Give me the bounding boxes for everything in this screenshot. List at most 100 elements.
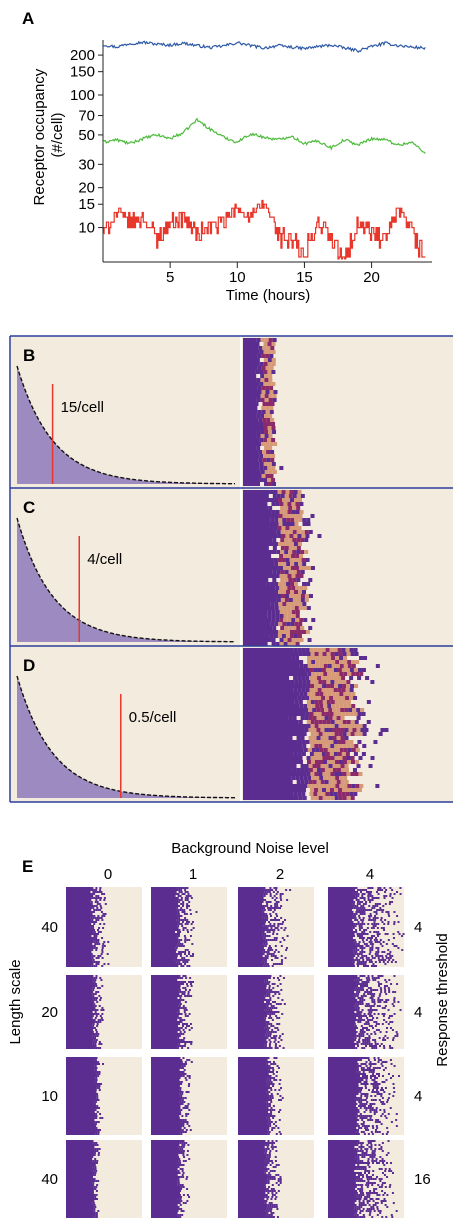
cell [389, 1059, 392, 1061]
cell [389, 951, 392, 953]
cell [350, 652, 355, 656]
activated-cells [243, 772, 307, 776]
cell [269, 1164, 272, 1166]
cell [311, 664, 316, 668]
cell [359, 1113, 362, 1115]
cell [362, 1208, 365, 1210]
cell [320, 708, 325, 712]
cell [313, 792, 318, 796]
cell [192, 953, 195, 955]
cell [375, 1021, 378, 1023]
activated-cells [238, 1029, 268, 1031]
cell [327, 672, 332, 676]
cell [367, 981, 370, 983]
activated-cells [66, 1103, 96, 1105]
cell [283, 929, 286, 931]
cell [278, 993, 281, 995]
cell [367, 987, 370, 989]
cell [264, 933, 267, 935]
activated-cells [238, 1196, 266, 1198]
cell [190, 995, 193, 997]
cell [268, 378, 273, 382]
activated-cells [328, 897, 356, 899]
cell [95, 887, 98, 889]
cell [288, 578, 293, 582]
cell [379, 943, 382, 945]
cell [101, 919, 104, 921]
cell [195, 911, 198, 913]
cell [367, 1172, 370, 1174]
activated-cells [238, 897, 264, 899]
cell [257, 366, 262, 370]
cell [361, 1210, 364, 1212]
cell [355, 748, 360, 752]
cell [191, 943, 194, 945]
cell [262, 402, 267, 406]
cell [330, 720, 335, 724]
cell [178, 989, 181, 991]
cell [181, 1093, 184, 1095]
cell [177, 943, 180, 945]
cell [368, 1025, 371, 1027]
cell [97, 957, 100, 959]
cell [261, 354, 266, 358]
cell [269, 1190, 272, 1192]
cell [182, 1164, 185, 1166]
cell [93, 897, 96, 899]
cell [362, 933, 365, 935]
cell [282, 522, 287, 526]
cell [375, 1129, 378, 1131]
cell [268, 1214, 271, 1216]
cell [268, 891, 271, 893]
cell [184, 919, 187, 921]
cell [310, 756, 315, 760]
cell [94, 1144, 97, 1146]
activated-cells [66, 1119, 95, 1121]
cell [362, 1041, 365, 1043]
cell [92, 917, 95, 919]
cell [291, 502, 296, 506]
activated-cells [66, 899, 92, 901]
cell [335, 692, 340, 696]
cell-pattern [243, 648, 389, 800]
cell [180, 1164, 183, 1166]
cell [183, 1142, 186, 1144]
activated-cells [243, 502, 268, 506]
cell [270, 402, 275, 406]
cell [389, 1162, 392, 1164]
cell [361, 955, 364, 957]
cell [362, 941, 365, 943]
activated-cells [243, 510, 272, 514]
cell [360, 925, 363, 927]
cell [366, 1005, 369, 1007]
cell [95, 1142, 98, 1144]
cell [359, 1212, 362, 1214]
activated-cells [151, 937, 177, 939]
activated-cells [243, 462, 260, 466]
cell [372, 1017, 375, 1019]
cell [265, 1158, 268, 1160]
cell [355, 660, 360, 664]
panel-a-ylabel-line1: Receptor occupancy [31, 68, 48, 205]
cell [359, 1198, 362, 1200]
cell [368, 961, 371, 963]
cell [262, 450, 267, 454]
cell [274, 606, 279, 610]
cell [343, 692, 348, 696]
cell [184, 1073, 187, 1075]
activated-cells [151, 953, 177, 955]
cell [364, 963, 367, 965]
cell [307, 704, 312, 708]
activated-cells [66, 1131, 98, 1133]
cell [356, 1099, 359, 1101]
cell [383, 1164, 386, 1166]
cell [269, 901, 272, 903]
cell [380, 1146, 383, 1148]
activated-cells [66, 1172, 95, 1174]
cell [317, 688, 322, 692]
cell [270, 1089, 273, 1091]
cell [376, 1093, 379, 1095]
activated-cells [328, 1001, 358, 1003]
